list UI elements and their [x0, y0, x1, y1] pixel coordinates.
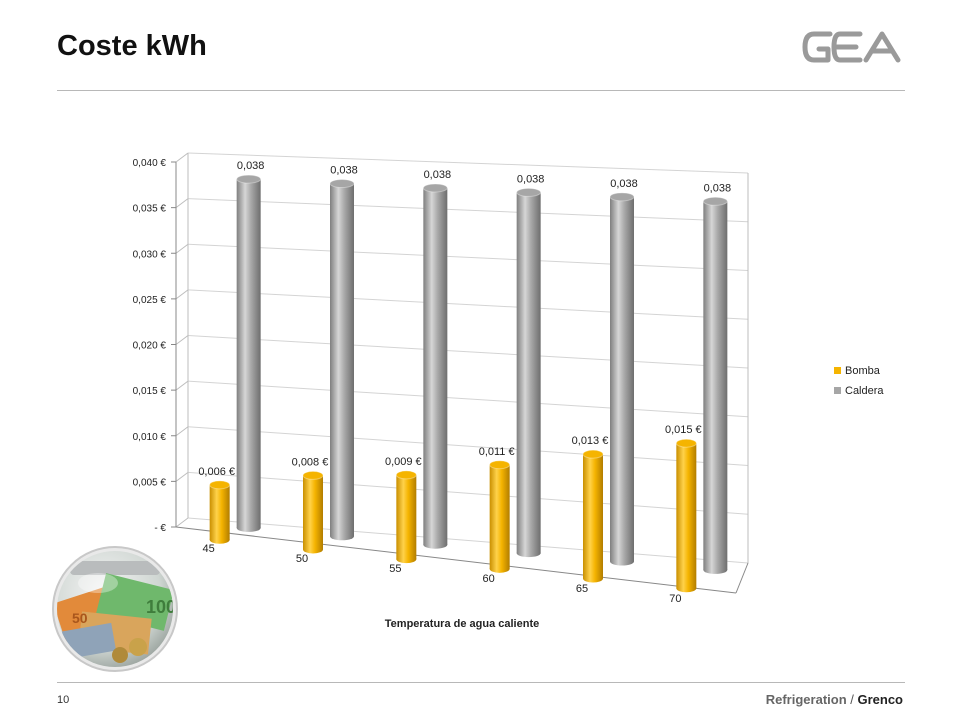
x-tick-label-50: 50 [296, 553, 308, 565]
gridline [187, 289, 749, 320]
bar-bomba-65 [582, 449, 604, 583]
data-label-caldera-65: 0,038 [610, 178, 638, 190]
data-label-caldera-70: 0,038 [704, 182, 732, 194]
y-tick-label: 0,030 € [133, 249, 167, 260]
bar-bomba-50 [302, 470, 324, 554]
gridline [187, 380, 749, 418]
bar-caldera-50 [329, 179, 355, 541]
gridline [187, 243, 749, 271]
footer-refrigeration: Refrigeration [765, 692, 847, 707]
page-number: 10 [57, 694, 70, 706]
bar-bomba-60 [489, 460, 511, 573]
data-label-bomba-70: 0,015 € [665, 424, 702, 436]
footer-separator: / [846, 692, 858, 707]
data-label-bomba-45: 0,006 € [198, 466, 235, 478]
y-tick-label: 0,010 € [133, 432, 167, 443]
gridline [187, 198, 749, 223]
legend-label-bomba: Bomba [845, 365, 881, 377]
gridline-depth [175, 471, 189, 482]
page-title: Coste kWh [57, 30, 207, 62]
legend-swatch-caldera [834, 387, 841, 394]
data-label-caldera-55: 0,038 [424, 169, 452, 181]
x-tick-label-70: 70 [669, 593, 681, 605]
footer-divider [57, 682, 905, 683]
bar-bomba-70 [675, 438, 697, 593]
y-tick-label: 0,015 € [133, 386, 167, 397]
bar-caldera-65 [609, 192, 635, 566]
legend-label-caldera: Caldera [845, 385, 884, 397]
gea-logo [802, 31, 901, 63]
y-tick-label: 0,020 € [133, 341, 167, 352]
svg-text:100: 100 [146, 597, 176, 617]
gridline-depth [175, 335, 189, 345]
x-tick-label-65: 65 [576, 583, 588, 595]
y-tick-label: 0,025 € [133, 295, 167, 306]
x-tick-label-55: 55 [389, 563, 401, 575]
bar-caldera-45 [236, 174, 262, 532]
data-label-bomba-50: 0,008 € [292, 456, 329, 468]
gridline-depth [175, 380, 189, 391]
x-axis-line [175, 526, 737, 594]
header-divider [57, 90, 905, 91]
data-label-caldera-50: 0,038 [330, 165, 358, 177]
gridline [187, 426, 749, 466]
y-tick-label: 0,040 € [133, 158, 167, 169]
footer-text: Refrigeration / Grenco [766, 692, 903, 707]
gridline-depth [175, 289, 189, 300]
data-label-caldera-60: 0,038 [517, 173, 545, 185]
footer-grenco: Grenco [857, 692, 903, 707]
gridline [187, 152, 749, 174]
data-label-bomba-55: 0,009 € [385, 456, 422, 468]
legend-swatch-bomba [834, 367, 841, 374]
gridline-depth [175, 198, 189, 209]
bar-caldera-60 [516, 187, 542, 558]
bar-bomba-55 [395, 470, 417, 564]
gridline [187, 517, 749, 564]
svg-text:50: 50 [72, 610, 88, 626]
gridline [187, 335, 749, 369]
y-tick-label: - € [154, 523, 166, 534]
gridline-depth [175, 426, 189, 437]
gridline-depth [175, 243, 189, 254]
x-tick-label-60: 60 [483, 573, 495, 585]
money-jar-photo: 100 50 [52, 546, 178, 672]
x-tick-label-45: 45 [203, 543, 215, 555]
floor-right-edge [735, 562, 749, 594]
data-label-bomba-60: 0,011 € [479, 446, 515, 458]
data-label-bomba-65: 0,013 € [572, 435, 609, 447]
bar-bomba-45 [209, 480, 231, 544]
gridline [187, 471, 749, 515]
bar-caldera-70 [702, 196, 728, 574]
x-axis-label: Temperatura de agua caliente [385, 618, 539, 630]
gridline-depth [175, 517, 189, 528]
bar-caldera-55 [422, 183, 448, 549]
gridline-depth [175, 152, 189, 163]
data-label-caldera-45: 0,038 [237, 160, 265, 172]
y-tick-label: 0,005 € [133, 477, 167, 488]
y-tick-label: 0,035 € [133, 204, 167, 215]
